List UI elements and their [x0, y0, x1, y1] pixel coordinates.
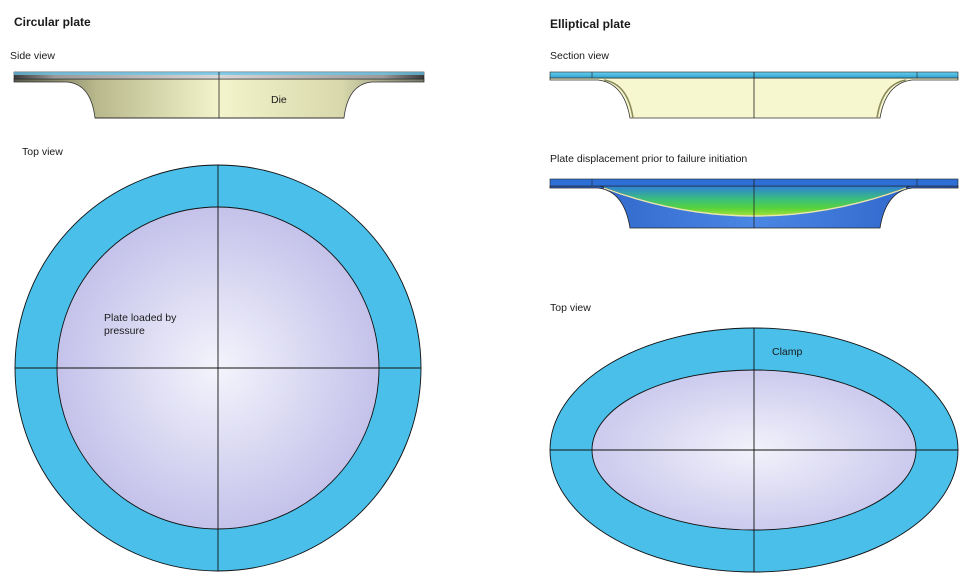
elliptical-plate-title: Elliptical plate — [550, 17, 631, 31]
circular-top-view-label: Top view — [22, 146, 63, 158]
side-view-label: Side view — [10, 50, 55, 62]
section-view-label: Section view — [550, 50, 609, 62]
elliptical-top-view-label: Top view — [550, 302, 591, 314]
displacement-view — [549, 178, 959, 229]
plate-loaded-label: Plate loaded by pressure — [104, 312, 177, 337]
die-label: Die — [271, 94, 287, 106]
circular-top-view — [14, 164, 422, 572]
displacement-label: Plate displacement prior to failure init… — [550, 153, 748, 165]
elliptical-top-view — [549, 327, 959, 573]
circular-side-view — [13, 71, 425, 119]
circular-plate-title: Circular plate — [14, 15, 91, 29]
section-view — [549, 71, 959, 119]
clamp-label: Clamp — [772, 346, 803, 358]
